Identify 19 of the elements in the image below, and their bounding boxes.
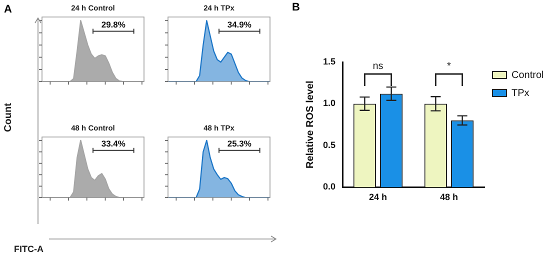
y-tick-label: 0.5 bbox=[322, 140, 336, 150]
text: A bbox=[4, 4, 12, 16]
annotation: 25.3% bbox=[227, 138, 252, 148]
legend-label: Control bbox=[512, 70, 544, 81]
y-tick-label: 0.0 bbox=[322, 182, 336, 192]
y-tick-label: 1.0 bbox=[322, 98, 336, 108]
y-tick-label: 1.5 bbox=[322, 56, 336, 66]
annotation: 34.9% bbox=[227, 19, 252, 30]
y-axis-title: Count bbox=[2, 103, 14, 132]
annotation: 33.4% bbox=[101, 138, 126, 148]
legend-label: TPx bbox=[512, 88, 530, 99]
x-axis-title: FITC-A bbox=[14, 244, 44, 254]
x-tick-label: 48 h bbox=[440, 192, 458, 202]
x-tick-label: 24 h bbox=[369, 192, 388, 202]
annotation: ns bbox=[372, 60, 384, 72]
annotation: 29.8% bbox=[101, 19, 126, 30]
annotation: * bbox=[447, 60, 452, 72]
y-axis-title: Relative ROS level bbox=[304, 80, 316, 169]
text: B bbox=[292, 2, 300, 14]
